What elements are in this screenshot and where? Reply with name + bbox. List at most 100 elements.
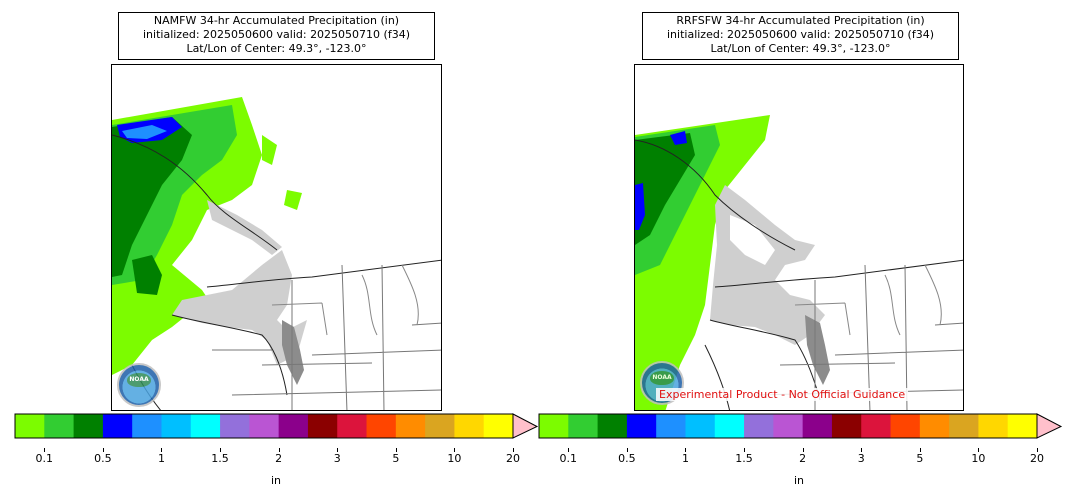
colorbar-tick-mark — [1037, 448, 1038, 452]
land-white-island — [730, 215, 775, 265]
us-canada-border — [206, 259, 441, 288]
right-panel: RRFSFW 34-hr Accumulated Precipitation (… — [538, 0, 1076, 503]
colorbar-swatch — [539, 414, 569, 438]
right-title-line1: RRFSFW 34-hr Accumulated Precipitation (… — [676, 14, 925, 27]
colorbar-tick-label: 10 — [971, 452, 986, 465]
right-colorbar-svg — [538, 413, 1063, 439]
right-colorbar-unit: in — [793, 474, 805, 487]
left-colorbar-svg — [14, 413, 539, 439]
colorbar-swatch — [626, 414, 657, 438]
colorbar-tick-mark — [161, 448, 163, 452]
colorbar-swatch — [425, 414, 455, 438]
colorbar-swatch — [395, 414, 426, 438]
colorbar-tick-mark — [44, 448, 46, 452]
colorbar-tick-label: 2 — [799, 452, 807, 465]
colorbar-swatch — [568, 414, 599, 438]
right-map: NOAA Experimental Product - Not Official… — [634, 64, 964, 411]
water-sound — [805, 315, 830, 385]
colorbar-tick-mark — [978, 448, 980, 452]
state-borders — [212, 264, 441, 410]
colorbar-tick-mark — [626, 448, 628, 452]
colorbar-swatch — [249, 414, 280, 438]
colorbar-tick-label: 0.5 — [94, 452, 112, 465]
colorbar-swatch — [483, 414, 514, 438]
colorbar-swatch — [220, 414, 250, 438]
colorbar-swatch — [337, 414, 368, 438]
colorbar-swatch — [102, 414, 133, 438]
colorbar-swatch — [366, 414, 397, 438]
left-colorbar-unit: in — [270, 474, 282, 487]
water-strait — [172, 250, 307, 365]
noaa-logo-text: NOAA — [129, 376, 149, 383]
colorbar-swatch — [132, 414, 162, 438]
colorbar-swatch — [685, 414, 716, 438]
right-title-line2: initialized: 2025050600 valid: 202505071… — [667, 28, 934, 41]
colorbar-tick-mark — [861, 448, 863, 452]
colorbar-tick-mark — [337, 448, 339, 452]
precip-dark-green-patch — [132, 255, 162, 295]
colorbar-swatch — [597, 414, 628, 438]
colorbar-tick-label: 10 — [447, 452, 462, 465]
colorbar-swatch — [15, 414, 45, 438]
colorbar-swatch — [773, 414, 804, 438]
right-map-svg — [635, 115, 963, 410]
colorbar-tick-label: 3 — [333, 452, 341, 465]
colorbar-swatch — [278, 414, 309, 438]
precip-dark-green-region — [635, 133, 695, 245]
colorbar-tick-label: 0.5 — [618, 452, 636, 465]
colorbar-swatch — [861, 414, 892, 438]
colorbar-tick-mark — [220, 448, 222, 452]
colorbar-swatch — [919, 414, 950, 438]
colorbar-extend-arrow — [512, 413, 539, 439]
colorbar-extend-arrow — [1036, 413, 1063, 439]
colorbar-swatch — [73, 414, 104, 438]
colorbar-tick-label: 5 — [392, 452, 400, 465]
left-map-svg — [112, 97, 441, 410]
colorbar-tick-mark — [454, 448, 456, 452]
colorbar-tick-mark — [513, 448, 514, 452]
water-sound — [282, 320, 304, 385]
colorbar-tick-mark — [395, 448, 397, 452]
precip-blue-region-north — [670, 131, 687, 145]
precip-speckles-east2 — [284, 190, 302, 210]
disclaimer-text: Experimental Product - Not Official Guid… — [656, 388, 909, 401]
left-colorbar — [14, 413, 539, 439]
colorbar-swatch — [890, 414, 921, 438]
colorbar-outline — [14, 413, 514, 439]
colorbar-tick-label: 0.1 — [559, 452, 578, 465]
colorbar-tick-mark — [568, 448, 570, 452]
right-colorbar-ticks: 0.1 0.5 1 1.5 2 3 5 10 20 — [538, 448, 1044, 468]
colorbar-tick-label: 2 — [275, 452, 283, 465]
colorbar-tick-label: 5 — [916, 452, 924, 465]
colorbar-tick-label: 20 — [506, 452, 520, 465]
colorbar-tick-label: 1.5 — [211, 452, 229, 465]
precip-dark-green-region — [112, 117, 192, 277]
precip-speckles-east — [262, 135, 277, 165]
colorbar-swatch — [1007, 414, 1038, 438]
colorbar-swatch — [802, 414, 833, 438]
noaa-bird-icon — [650, 371, 674, 385]
coastline — [635, 139, 821, 410]
colorbar-tick-mark — [685, 448, 687, 452]
colorbar-swatch — [656, 414, 686, 438]
colorbar-tick-label: 0.1 — [35, 452, 54, 465]
colorbar-tick-label: 3 — [857, 452, 865, 465]
colorbar-swatch — [949, 414, 979, 438]
left-panel: NAMFW 34-hr Accumulated Precipitation (i… — [14, 12, 539, 487]
colorbar-tick-label: 1.5 — [735, 452, 753, 465]
county-borders — [794, 264, 942, 336]
colorbar-swatch — [190, 414, 221, 438]
colorbar-swatch — [831, 414, 862, 438]
colorbar-tick-label: 1 — [157, 452, 165, 465]
colorbar-tick-label: 20 — [1030, 452, 1044, 465]
colorbar-swatch — [978, 414, 1009, 438]
precip-lightblue-region — [122, 125, 167, 139]
colorbar-swatch — [714, 414, 745, 438]
left-title-line2: initialized: 2025050600 valid: 202505071… — [143, 28, 410, 41]
colorbar-swatch — [454, 414, 485, 438]
noaa-logo-left: NOAA — [117, 363, 161, 407]
colorbar-tick-mark — [744, 448, 746, 452]
right-title-line3: Lat/Lon of Center: 49.3°, -123.0° — [710, 42, 891, 55]
colorbar-tick-mark — [919, 448, 921, 452]
right-title-box: RRFSFW 34-hr Accumulated Precipitation (… — [642, 12, 959, 60]
